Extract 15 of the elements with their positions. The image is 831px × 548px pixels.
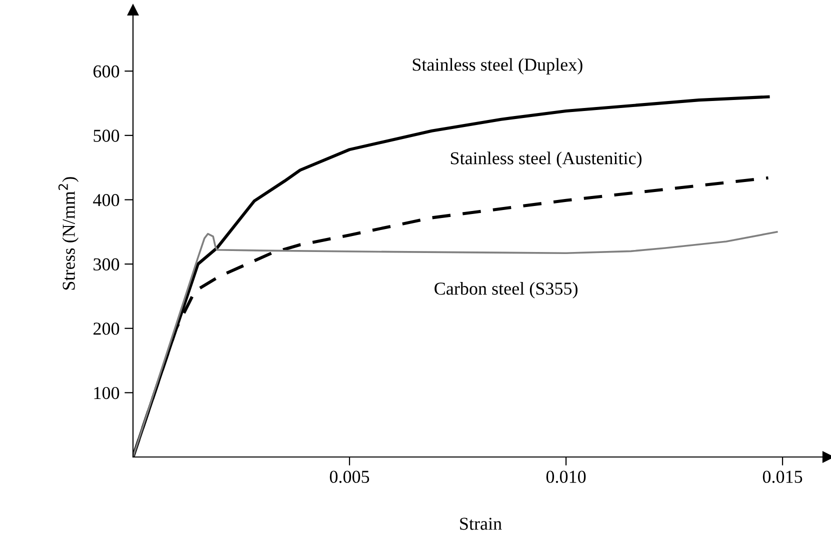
y-tick-label: 300 [94,258,120,270]
line-series [133,230,778,457]
series-label: Stainless steel (Austenitic) [450,152,642,168]
y-tick-label: 500 [94,130,120,142]
series-label: Stainless steel (Duplex) [412,58,582,74]
y-tick-label: 200 [94,322,120,335]
x-tick-label: 0.010 [546,470,586,483]
x-axis-title: Strain [460,518,502,530]
x-tick-label: 0.015 [762,470,802,483]
y-tick-label: 100 [94,386,120,400]
x-tick-label: 0.005 [330,470,370,483]
series-label: Carbon steel (S355) [434,282,578,298]
y-axis-title: Stress (N/mm$^{2}$) [58,177,79,290]
y-tick-label: 400 [93,194,120,206]
y-tick-label: 600 [94,65,120,78]
